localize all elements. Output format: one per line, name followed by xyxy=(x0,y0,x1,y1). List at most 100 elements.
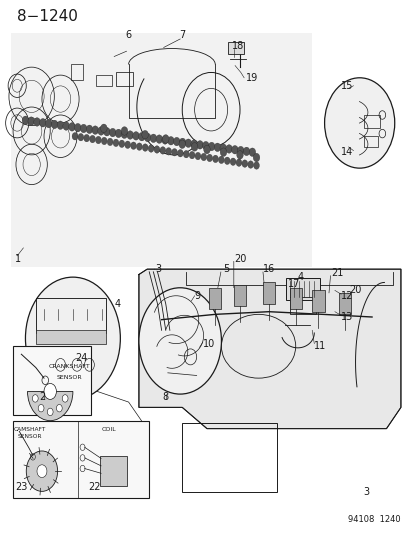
Circle shape xyxy=(189,151,195,159)
Text: 15: 15 xyxy=(340,81,353,91)
Text: 8: 8 xyxy=(162,392,169,402)
Text: 4: 4 xyxy=(297,272,303,282)
Circle shape xyxy=(34,118,40,126)
Text: 9: 9 xyxy=(194,290,200,301)
Circle shape xyxy=(200,154,206,161)
Circle shape xyxy=(183,150,189,158)
Circle shape xyxy=(47,408,53,416)
Circle shape xyxy=(235,159,241,166)
Circle shape xyxy=(241,160,247,167)
Text: 23: 23 xyxy=(15,482,27,492)
Text: 10: 10 xyxy=(202,338,215,349)
Circle shape xyxy=(220,148,226,157)
Text: CRANKSHAFT: CRANKSHAFT xyxy=(48,365,90,369)
Circle shape xyxy=(44,383,56,399)
Text: 18: 18 xyxy=(231,41,244,51)
Circle shape xyxy=(131,142,136,149)
Text: 13: 13 xyxy=(340,312,352,322)
Text: 2: 2 xyxy=(39,392,45,402)
Circle shape xyxy=(124,141,130,149)
FancyBboxPatch shape xyxy=(13,346,91,415)
Circle shape xyxy=(57,121,64,130)
Text: 12: 12 xyxy=(340,290,353,301)
Circle shape xyxy=(142,144,148,151)
FancyBboxPatch shape xyxy=(13,421,149,498)
Circle shape xyxy=(136,143,142,150)
Circle shape xyxy=(214,143,220,151)
Circle shape xyxy=(92,126,98,134)
Circle shape xyxy=(249,148,255,157)
Circle shape xyxy=(90,135,95,143)
Circle shape xyxy=(253,162,259,169)
Circle shape xyxy=(126,131,133,139)
Circle shape xyxy=(191,143,197,151)
Text: 3: 3 xyxy=(155,264,161,274)
Circle shape xyxy=(138,132,145,141)
Circle shape xyxy=(219,144,226,152)
Polygon shape xyxy=(139,269,400,429)
Circle shape xyxy=(253,154,259,162)
Circle shape xyxy=(203,146,210,154)
Circle shape xyxy=(74,124,81,132)
FancyBboxPatch shape xyxy=(289,288,301,309)
Circle shape xyxy=(28,117,35,125)
Circle shape xyxy=(25,277,120,399)
Circle shape xyxy=(139,288,221,394)
Circle shape xyxy=(101,138,107,144)
Circle shape xyxy=(173,138,180,146)
Circle shape xyxy=(212,155,218,163)
Circle shape xyxy=(80,124,87,133)
Circle shape xyxy=(202,141,209,150)
Text: 11: 11 xyxy=(313,341,326,351)
Circle shape xyxy=(218,156,224,164)
Text: COIL: COIL xyxy=(102,427,116,432)
Circle shape xyxy=(208,142,214,151)
Circle shape xyxy=(179,138,185,147)
Text: CAMSHAFT: CAMSHAFT xyxy=(13,427,45,432)
Circle shape xyxy=(236,151,243,159)
Circle shape xyxy=(148,145,154,152)
Circle shape xyxy=(165,148,171,155)
Circle shape xyxy=(113,139,119,147)
Circle shape xyxy=(247,161,253,168)
Circle shape xyxy=(144,133,151,142)
Text: 4: 4 xyxy=(114,298,120,309)
Circle shape xyxy=(69,123,75,131)
Circle shape xyxy=(243,147,249,156)
Text: SENSOR: SENSOR xyxy=(17,434,42,439)
Text: 8−1240: 8−1240 xyxy=(17,9,78,23)
Circle shape xyxy=(324,78,394,168)
FancyBboxPatch shape xyxy=(311,290,324,312)
Circle shape xyxy=(177,150,183,157)
Circle shape xyxy=(38,405,44,412)
Text: 1: 1 xyxy=(15,254,21,263)
FancyBboxPatch shape xyxy=(262,282,274,304)
Circle shape xyxy=(78,133,83,141)
Circle shape xyxy=(133,132,139,140)
Circle shape xyxy=(22,116,28,125)
Circle shape xyxy=(83,134,89,142)
Text: 7: 7 xyxy=(179,30,185,41)
Circle shape xyxy=(115,129,121,138)
Text: 16: 16 xyxy=(262,264,274,274)
Circle shape xyxy=(26,451,57,491)
Circle shape xyxy=(72,133,78,140)
Text: 19: 19 xyxy=(246,73,258,83)
FancyBboxPatch shape xyxy=(285,278,319,300)
Text: 20: 20 xyxy=(349,286,361,295)
Circle shape xyxy=(230,158,235,165)
Circle shape xyxy=(121,127,128,135)
Circle shape xyxy=(185,139,191,148)
Text: 5: 5 xyxy=(223,264,229,274)
Circle shape xyxy=(162,135,169,143)
Circle shape xyxy=(107,138,113,146)
Circle shape xyxy=(100,124,107,133)
Circle shape xyxy=(154,146,159,153)
Circle shape xyxy=(86,125,93,134)
Circle shape xyxy=(195,152,200,160)
Circle shape xyxy=(150,134,157,142)
Circle shape xyxy=(171,149,177,156)
Wedge shape xyxy=(27,391,73,421)
FancyBboxPatch shape xyxy=(209,288,221,309)
Circle shape xyxy=(95,136,101,144)
